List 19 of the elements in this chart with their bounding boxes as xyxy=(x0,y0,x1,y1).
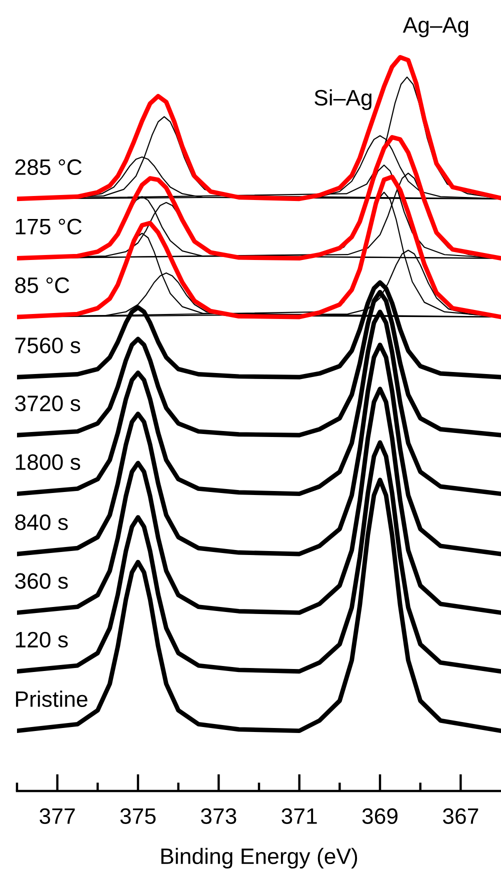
series-label: 285 °C xyxy=(15,159,82,176)
x-tick-label: 371 xyxy=(282,808,317,824)
x-tick-label: 373 xyxy=(200,808,236,824)
series-label: Pristine xyxy=(16,690,88,707)
series-label: 175 °C xyxy=(16,218,82,234)
series-label: 1800 s xyxy=(16,454,80,470)
x-tick-label: 367 xyxy=(442,808,478,824)
series-label: 360 s xyxy=(15,573,68,589)
x-axis-title: Binding Energy (eV) xyxy=(161,848,358,869)
x-tick-label: 375 xyxy=(120,808,156,824)
x-tick-label: 369 xyxy=(362,808,398,824)
annotation: Si–Ag xyxy=(314,89,372,110)
series-label: 120 s xyxy=(16,632,68,648)
text: Ag–Ag xyxy=(402,17,468,38)
series-label: 3720 s xyxy=(15,396,80,412)
x-tick-label: 377 xyxy=(40,808,75,824)
series-label: 85 °C xyxy=(15,277,70,294)
series-label: 7560 s xyxy=(15,338,80,354)
series-label: 840 s xyxy=(15,514,68,530)
